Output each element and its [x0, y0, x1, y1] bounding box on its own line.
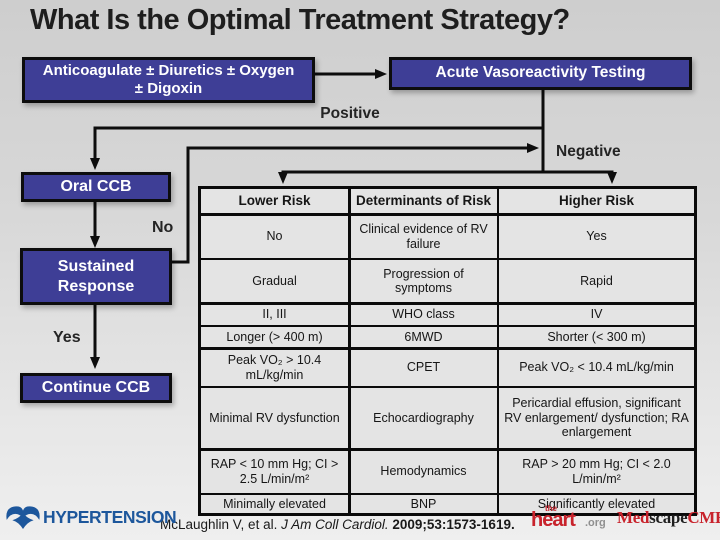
medscape-med-text: Med — [617, 508, 650, 527]
table-cell: 6MWD — [350, 327, 497, 347]
box-anticoagulate: Anticoagulate ± Diuretics ± Oxygen ± Dig… — [22, 57, 315, 103]
arrow-no-to-negative-line — [172, 143, 539, 264]
table-cell: Echocardiography — [350, 388, 497, 448]
page-title: What Is the Optimal Treatment Strategy? — [30, 4, 570, 36]
label-no: No — [152, 219, 174, 236]
hypertension-logo-text: HYPERTENSION — [43, 506, 177, 527]
table-cell: No — [201, 215, 348, 258]
box-acute-vasoreactivity-testing: Acute Vasoreactivity Testing — [389, 57, 692, 90]
label-yes: Yes — [53, 329, 81, 346]
theheart-org-logo: the heart .org — [531, 504, 616, 537]
table-cell: Progression of symptoms — [350, 260, 497, 302]
table-cell: RAP > 20 mm Hg; CI < 2.0 L/min/m² — [499, 450, 694, 493]
label-negative: Negative — [556, 143, 621, 160]
table-header-determinants: Determinants of Risk — [350, 189, 497, 213]
table-cell: IV — [499, 304, 694, 325]
box-sustained-response: Sustained Response — [20, 248, 172, 305]
table-cell: Minimal RV dysfunction — [201, 388, 348, 448]
label-positive: Positive — [320, 105, 380, 122]
citation-journal: J Am Coll Cardiol. — [281, 517, 393, 532]
medscape-cme-text: CME — [687, 508, 720, 527]
table-cell: Clinical evidence of RV failure — [350, 215, 497, 258]
table-cell: II, III — [201, 304, 348, 325]
arrow-positive-to-oralccb — [90, 126, 543, 170]
theheart-main-text: heart — [531, 509, 576, 531]
table-cell: Significantly elevated — [499, 495, 694, 513]
table-cell: Shorter (< 300 m) — [499, 327, 694, 347]
box-continue-ccb: Continue CCB — [20, 373, 172, 403]
table-cell: Gradual — [201, 260, 348, 302]
hypertension-logo: HYPERTENSION — [6, 504, 177, 530]
table-header-higher-risk: Higher Risk — [499, 189, 694, 213]
table-cell: Hemodynamics — [350, 450, 497, 493]
table-cell: BNP — [350, 495, 497, 513]
table-cell: Peak VO₂ > 10.4 mL/kg/min — [201, 349, 348, 386]
table-cell: Peak VO₂ < 10.4 mL/kg/min — [499, 349, 694, 386]
table-cell: Minimally elevated — [201, 495, 348, 513]
table-cell: Yes — [499, 215, 694, 258]
risk-table: Lower Risk Determinants of Risk Higher R… — [198, 186, 697, 516]
medscape-cme-logo: MedscapeCME — [617, 508, 720, 528]
table-cell: CPET — [350, 349, 497, 386]
table-cell: RAP < 10 mm Hg; CI > 2.5 L/min/m² — [201, 450, 348, 493]
box-oral-ccb: Oral CCB — [21, 172, 171, 202]
table-cell: WHO class — [350, 304, 497, 325]
table-cell: Pericardial effusion, significant RV enl… — [499, 388, 694, 448]
table-cell: Longer (> 400 m) — [201, 327, 348, 347]
table-header-lower-risk: Lower Risk — [201, 189, 348, 213]
citation-authors: McLaughlin V, et al. — [160, 517, 282, 532]
hypertension-wings-icon — [6, 506, 40, 530]
citation-reference: 2009;53:1573-1619. — [392, 517, 515, 532]
theheart-org-text: .org — [585, 517, 606, 529]
table-cell: Rapid — [499, 260, 694, 302]
medscape-scape-text: scape — [649, 508, 688, 527]
citation: McLaughlin V, et al. J Am Coll Cardiol. … — [160, 517, 515, 532]
theheart-the-text: the — [545, 504, 557, 513]
